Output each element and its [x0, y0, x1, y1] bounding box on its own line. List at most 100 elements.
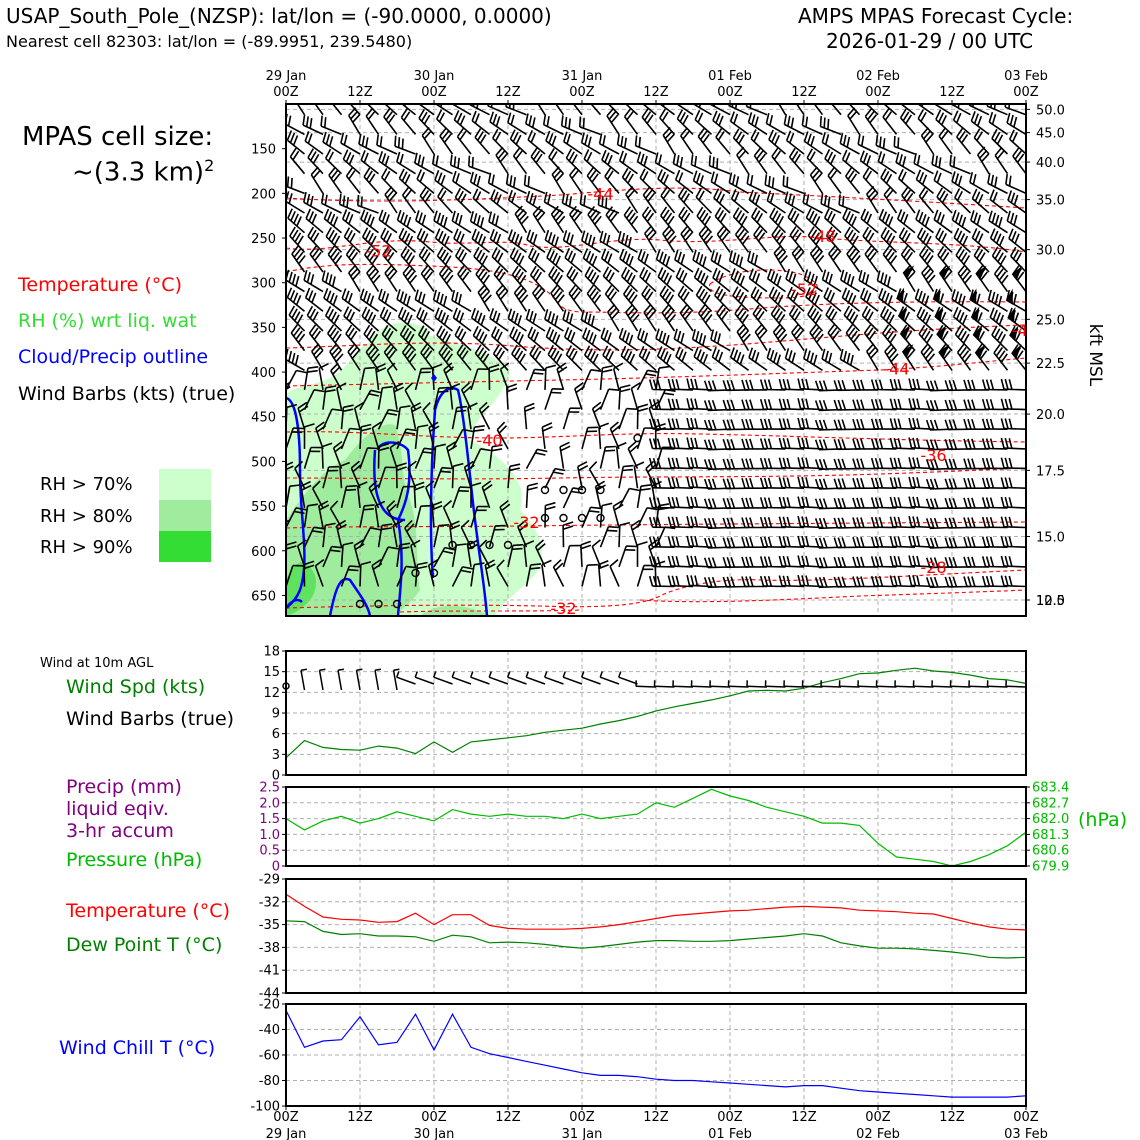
- y-tick-label: 12: [263, 686, 280, 701]
- wind-barb: [454, 187, 472, 214]
- bottom-date-label: 31 Jan: [562, 1127, 603, 1140]
- wind-barb: [599, 230, 620, 253]
- top-hour-label: 00Z: [421, 85, 447, 100]
- wind-barb: [543, 671, 564, 685]
- wind-barb: [400, 108, 417, 135]
- wind-barb: [839, 133, 860, 155]
- top-hour-label: 00Z: [569, 85, 595, 100]
- pressure-tick-label: 150: [251, 143, 276, 158]
- height-axis: 50.0 45.0 40.0 35.0 30.0 25.0 22.5 20.0 17.5 15.0…: [1026, 103, 1065, 609]
- wind-barb: [741, 497, 767, 509]
- wind-barb: [286, 466, 287, 469]
- wind-barb: [852, 517, 878, 529]
- wind10m-title: Wind at 10m AGL: [40, 656, 154, 671]
- wind-barb: [690, 154, 712, 175]
- wind-barb: [782, 175, 805, 195]
- temperature-panel: -29 -32 -35 -38 -41 -44: [259, 873, 1027, 1002]
- height-tick-label: 40.0: [1036, 156, 1065, 171]
- wind-barb: [438, 343, 454, 371]
- top-hour-label: 00Z: [865, 85, 891, 100]
- wind-chill-label: Wind Chill T (°C): [59, 1037, 216, 1059]
- wind-barb: [956, 127, 972, 155]
- wind-barb: [303, 366, 319, 391]
- wind-barb: [286, 269, 305, 293]
- top-date-label: 30 Jan: [414, 69, 455, 84]
- wind-barb: [912, 680, 934, 688]
- wind-barb: [673, 328, 694, 352]
- wind-barb: [563, 131, 583, 155]
- wind-barb: [746, 173, 768, 195]
- wind-barb: [609, 558, 620, 587]
- wind-barb: [677, 187, 694, 214]
- wind-barb: [543, 191, 564, 214]
- bottom-hour-label: 00Z: [1013, 1110, 1039, 1125]
- calm-wind-marker: [577, 485, 587, 495]
- wind-barb: [778, 516, 805, 529]
- wind-barb: [300, 480, 312, 509]
- wind-barb: [580, 132, 601, 155]
- wind-barb: [507, 112, 527, 136]
- wind-barb: [648, 401, 659, 430]
- wind-barb: [969, 172, 990, 195]
- wind-barb: [691, 329, 712, 352]
- wind-barb: [314, 104, 324, 116]
- wind-barb: [713, 188, 731, 214]
- wind-barb: [642, 186, 657, 214]
- calm-wind-marker: [596, 513, 605, 523]
- wind-barb: [359, 561, 372, 587]
- wind-barb: [751, 207, 768, 234]
- height-tick-label: 45.0: [1036, 127, 1065, 142]
- wind-barb: [421, 126, 435, 155]
- wind-barb: [696, 206, 713, 234]
- wind-barb: [634, 135, 657, 155]
- wind-barb: [1007, 190, 1026, 214]
- wind-barb: [667, 418, 694, 430]
- rh90-label: RH > 90%: [40, 537, 133, 558]
- wind-barb: [582, 248, 602, 273]
- wind-barb: [314, 558, 325, 587]
- top-date-label: 03 Feb: [1004, 69, 1048, 84]
- kft-msl-label: kft MSL: [1085, 324, 1105, 387]
- top-date-label: 29 Jan: [266, 69, 307, 84]
- wind-barb: [949, 680, 971, 688]
- wind-barb: [765, 113, 786, 136]
- wind-barb: [833, 556, 860, 568]
- wind-barb: [303, 191, 324, 214]
- wind-barb: [852, 418, 878, 431]
- wind-barb: [523, 402, 535, 430]
- wind-barb: [544, 467, 566, 489]
- wind-barb: [889, 477, 916, 489]
- wind-barb: [861, 305, 879, 332]
- wind-barb: [456, 127, 472, 155]
- wind-barb: [697, 127, 713, 155]
- wind-barb: [416, 228, 435, 253]
- wind-barb: [525, 671, 546, 685]
- y-tick-label: -100: [250, 1100, 280, 1115]
- wind-barb: [878, 288, 897, 312]
- pressure-tick-label: 550: [251, 500, 276, 515]
- wind-barb: [920, 343, 936, 371]
- wind-barb: [870, 556, 897, 568]
- wind-barb: [981, 575, 1008, 588]
- wind-barb: [286, 564, 304, 587]
- wind-barb: [288, 305, 306, 332]
- wind-barb: [951, 289, 971, 312]
- wind-barb: [1006, 210, 1026, 234]
- wind-barb: [328, 166, 343, 194]
- wind-barb: [320, 192, 342, 214]
- wind-barb: [667, 398, 694, 411]
- wind-barb: [973, 246, 990, 273]
- wind-barb: [322, 522, 336, 548]
- wind-barb: [932, 287, 953, 312]
- wind-barb: [511, 344, 528, 371]
- wind-barb: [674, 169, 694, 195]
- wind-barb: [716, 225, 731, 253]
- wind-barb: [862, 226, 879, 253]
- wind-barb: [766, 190, 786, 214]
- wind-barb: [583, 149, 602, 175]
- wind-barb: [300, 668, 308, 691]
- wind-barb: [318, 668, 326, 691]
- wind-barb: [286, 113, 305, 136]
- wind-barb: [778, 536, 805, 548]
- wind-barb: [410, 539, 421, 568]
